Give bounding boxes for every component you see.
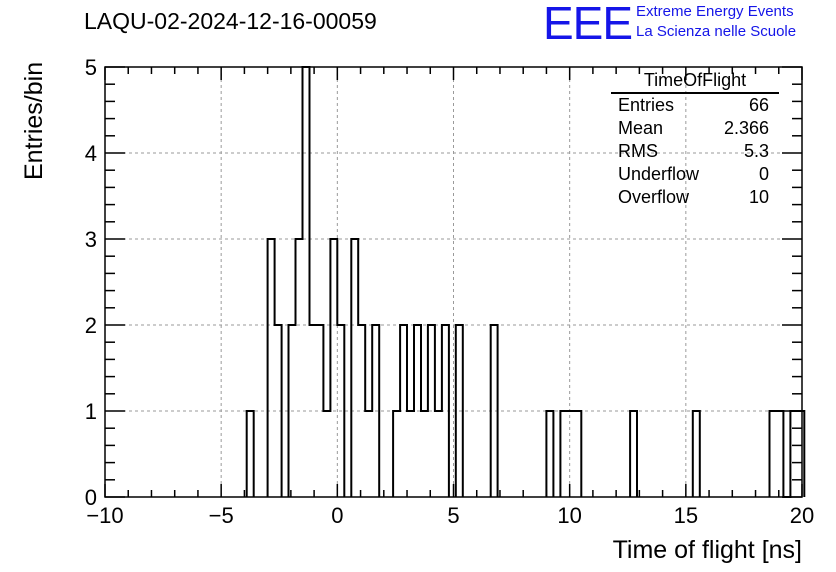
x-tick-label: 20 bbox=[790, 503, 814, 528]
histogram-bin bbox=[769, 411, 776, 497]
histogram-bin bbox=[351, 239, 358, 497]
axis-ticks bbox=[104, 66, 803, 498]
histogram-bin bbox=[358, 325, 365, 497]
tick-labels: −10 −5 0 5 10 15 20 0 1 2 3 4 5 bbox=[85, 55, 814, 528]
stats-value: 10 bbox=[748, 187, 769, 207]
histogram-outline bbox=[245, 66, 806, 498]
histogram-bin bbox=[365, 411, 372, 497]
brand-line-2: La Scienza nelle Scuole bbox=[636, 23, 797, 40]
histogram-bin bbox=[797, 411, 804, 497]
stats-key: Entries bbox=[618, 95, 675, 115]
histogram-bin bbox=[414, 325, 421, 497]
brand-text: Extreme Energy Events La Scienza nelle S… bbox=[636, 2, 796, 42]
histogram-bin bbox=[296, 239, 303, 497]
histogram-bars bbox=[245, 66, 806, 498]
histogram-bin bbox=[330, 239, 337, 497]
histogram-bin bbox=[630, 411, 637, 497]
chart-title: LAQU-02-2024-12-16-00059 bbox=[84, 8, 377, 34]
x-tick-label: −10 bbox=[86, 503, 123, 528]
x-axis-label: Time of flight [ns] bbox=[612, 536, 802, 564]
histogram-bin bbox=[693, 411, 700, 497]
histogram-bin bbox=[289, 325, 296, 497]
y-tick-label: 4 bbox=[85, 141, 97, 166]
stats-row: Underflow 0 bbox=[611, 163, 779, 186]
y-tick-label: 0 bbox=[85, 485, 97, 510]
x-tick-label: −5 bbox=[209, 503, 234, 528]
histogram-bin bbox=[442, 325, 449, 497]
grid-lines bbox=[105, 67, 802, 497]
histogram-bin bbox=[323, 411, 330, 497]
stats-row: Mean 2.366 bbox=[611, 117, 779, 140]
eee-logo: EEE bbox=[543, 0, 633, 49]
stats-key: Underflow bbox=[618, 164, 700, 184]
histogram-bin bbox=[372, 325, 379, 497]
histogram-bin bbox=[491, 325, 498, 497]
histogram-bin bbox=[393, 411, 400, 497]
y-tick-label: 1 bbox=[85, 399, 97, 424]
histogram-bin bbox=[776, 411, 783, 497]
histogram-bin bbox=[546, 411, 553, 497]
histogram-bin bbox=[400, 325, 407, 497]
stats-row: Overflow 10 bbox=[611, 186, 779, 209]
histogram-bin bbox=[421, 411, 428, 497]
histogram-bin bbox=[456, 325, 463, 497]
stats-value: 2.366 bbox=[723, 118, 769, 138]
x-tick-label: 0 bbox=[331, 503, 343, 528]
stats-row: Entries 66 bbox=[611, 94, 779, 117]
y-axis-label: Entries/bin bbox=[20, 61, 48, 180]
histogram-bin bbox=[407, 411, 414, 497]
histogram-bin bbox=[302, 67, 309, 497]
stats-box: TimeOfFlight Entries 66 Mean 2.366 RMS 5.3 … bbox=[611, 70, 779, 209]
stats-key: Mean bbox=[618, 118, 664, 138]
histogram-bin bbox=[275, 325, 282, 497]
x-tick-label: 5 bbox=[447, 503, 459, 528]
stats-key: RMS bbox=[618, 141, 658, 161]
histogram-bin bbox=[790, 411, 797, 497]
brand-line-1: Extreme Energy Events bbox=[636, 3, 794, 20]
histogram-bin bbox=[560, 411, 567, 497]
stats-key: Overflow bbox=[618, 187, 690, 207]
stats-value: 5.3 bbox=[743, 141, 769, 161]
histogram-bin bbox=[247, 411, 254, 497]
stats-row: RMS 5.3 bbox=[611, 140, 779, 163]
x-tick-label: 15 bbox=[674, 503, 698, 528]
histogram-bin bbox=[567, 411, 574, 497]
y-tick-label: 2 bbox=[85, 313, 97, 338]
stats-value: 0 bbox=[758, 164, 769, 184]
histogram-bin bbox=[316, 325, 323, 497]
histogram-bin bbox=[428, 325, 435, 497]
stats-value: 66 bbox=[748, 95, 769, 115]
histogram-bin bbox=[574, 411, 581, 497]
histogram-bin bbox=[435, 411, 442, 497]
x-tick-label: 10 bbox=[557, 503, 581, 528]
y-tick-label: 3 bbox=[85, 227, 97, 252]
histogram-bin bbox=[309, 325, 316, 497]
histogram-bin bbox=[268, 239, 275, 497]
stats-title: TimeOfFlight bbox=[611, 70, 779, 94]
y-tick-label: 5 bbox=[85, 55, 97, 80]
histogram-bin bbox=[337, 325, 344, 497]
